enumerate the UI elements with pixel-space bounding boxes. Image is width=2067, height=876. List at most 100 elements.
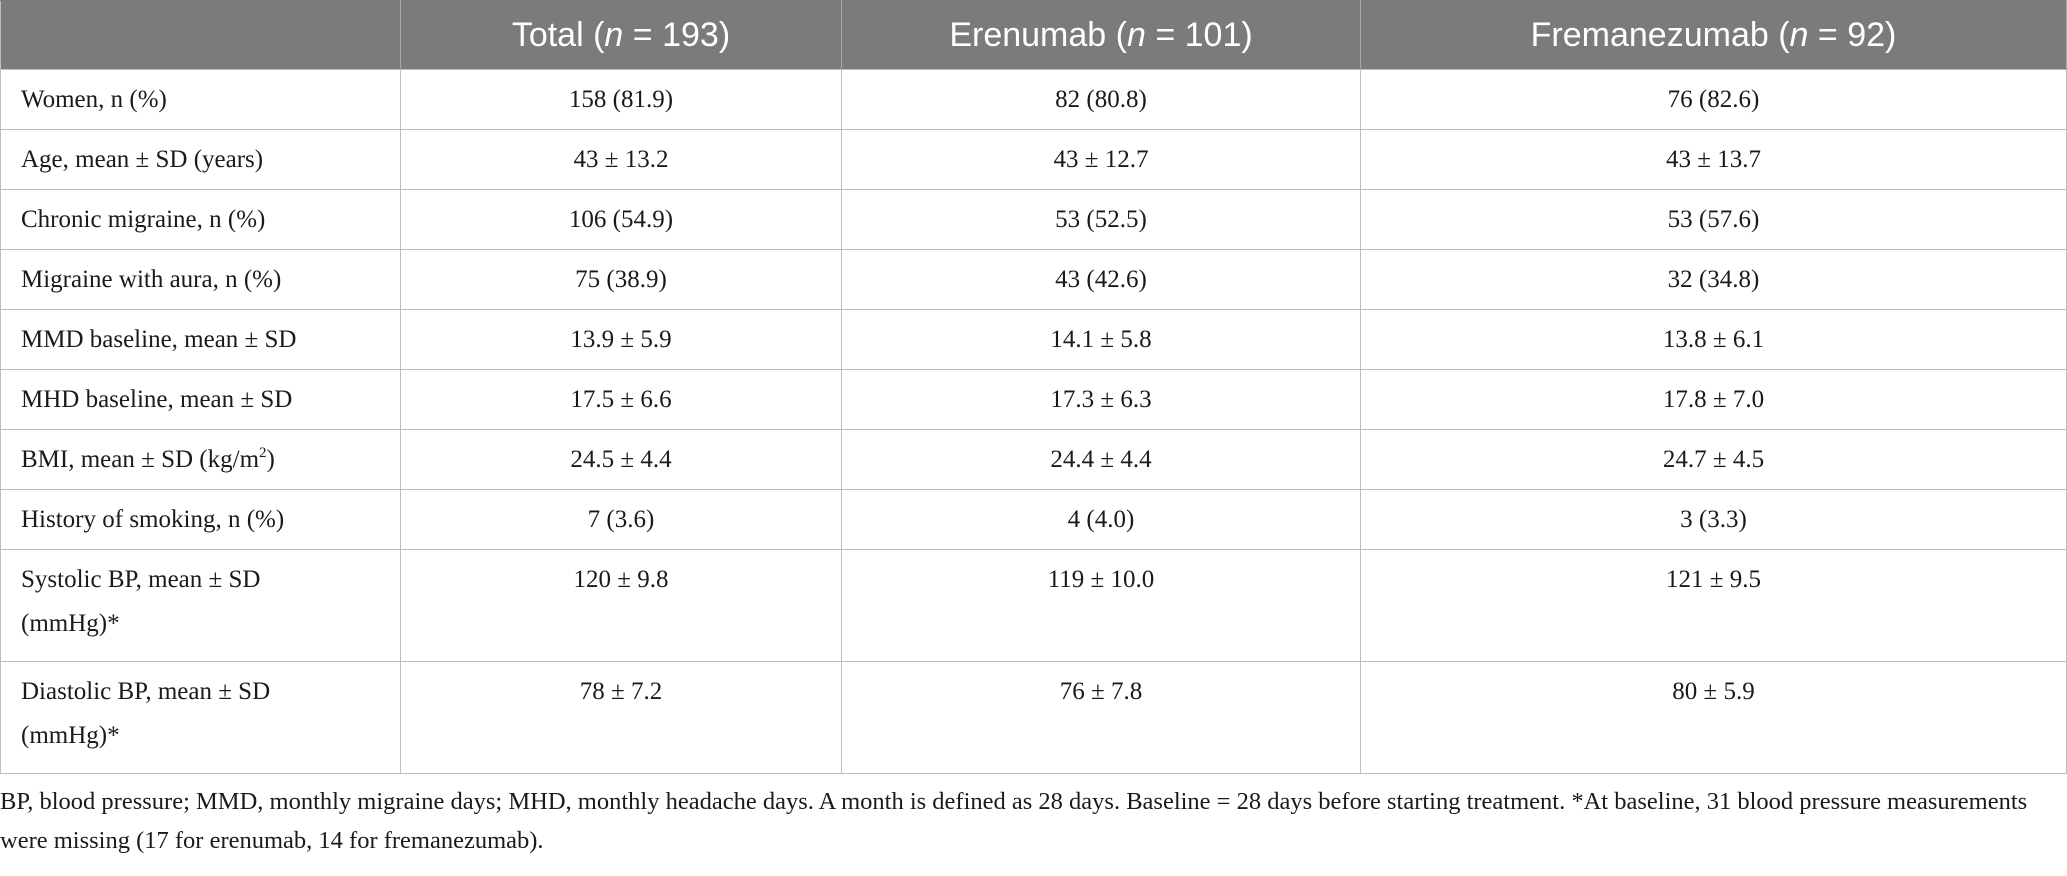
table-footnote: BP, blood pressure; MMD, monthly migrain… <box>0 788 2028 854</box>
cell-erenumab: 76 ± 7.8 <box>841 661 1361 774</box>
table-row: Systolic BP, mean ± SD (mmHg)* 120 ± 9.8 … <box>0 549 2067 662</box>
row-label: Migraine with aura, n (%) <box>0 249 401 310</box>
cell-total-value: 43 ± 13.2 <box>573 146 669 173</box>
cell-fremanezumab-value: 121 ± 9.5 <box>1666 566 1761 593</box>
row-label-line1: Systolic BP, mean ± SD <box>21 566 261 593</box>
cell-fremanezumab: 13.8 ± 6.1 <box>1360 309 2067 370</box>
cell-total-value: 17.5 ± 6.6 <box>570 386 672 413</box>
cell-total: 24.5 ± 4.4 <box>400 429 842 490</box>
cell-total-value: 13.9 ± 5.9 <box>570 326 672 353</box>
row-label-text: MHD baseline, mean ± SD <box>21 386 293 413</box>
cell-total: 43 ± 13.2 <box>400 129 842 190</box>
cell-erenumab: 119 ± 10.0 <box>841 549 1361 662</box>
cell-fremanezumab-value: 13.8 ± 6.1 <box>1662 326 1765 353</box>
cell-total-value: 78 ± 7.2 <box>579 678 663 705</box>
cell-erenumab-value: 53 (52.5) <box>1055 206 1147 233</box>
header-erenumab-n: n <box>1126 15 1146 54</box>
cell-fremanezumab: 17.8 ± 7.0 <box>1360 369 2067 430</box>
row-label-text: Migraine with aura, n (%) <box>21 266 282 293</box>
cell-fremanezumab: 32 (34.8) <box>1360 249 2067 310</box>
cell-erenumab: 82 (80.8) <box>841 69 1361 130</box>
row-label: Diastolic BP, mean ± SD (mmHg)* <box>0 661 401 774</box>
row-label: MHD baseline, mean ± SD <box>0 369 401 430</box>
header-empty-cell <box>0 0 401 70</box>
cell-total-value: 24.5 ± 4.4 <box>570 446 672 473</box>
cell-total: 75 (38.9) <box>400 249 842 310</box>
table-row: BMI, mean ± SD (kg/m2) 24.5 ± 4.4 24.4 ±… <box>0 429 2067 490</box>
cell-total-value: 75 (38.9) <box>575 266 667 293</box>
row-label: History of smoking, n (%) <box>0 489 401 550</box>
cell-erenumab-value: 76 ± 7.8 <box>1059 678 1143 705</box>
table-row: History of smoking, n (%) 7 (3.6) 4 (4.0… <box>0 489 2067 550</box>
table-row: MMD baseline, mean ± SD 13.9 ± 5.9 14.1 … <box>0 309 2067 370</box>
header-fremanezumab-n: n <box>1789 15 1809 54</box>
baseline-characteristics-table: Total (n = 193) Erenumab (n = 101) Frema… <box>0 0 2067 774</box>
row-label-bmi-superscript: 2 <box>259 445 267 461</box>
header-erenumab-post: = 101) <box>1145 15 1253 54</box>
cell-erenumab: 43 ± 12.7 <box>841 129 1361 190</box>
cell-total: 78 ± 7.2 <box>400 661 842 774</box>
cell-fremanezumab-value: 17.8 ± 7.0 <box>1662 386 1765 413</box>
cell-fremanezumab: 53 (57.6) <box>1360 189 2067 250</box>
cell-total: 158 (81.9) <box>400 69 842 130</box>
row-label: Chronic migraine, n (%) <box>0 189 401 250</box>
header-fremanezumab: Fremanezumab (n = 92) <box>1360 0 2067 70</box>
cell-fremanezumab-value: 76 (82.6) <box>1667 86 1760 113</box>
cell-total: 120 ± 9.8 <box>400 549 842 662</box>
row-label-line2: (mmHg)* <box>21 722 120 749</box>
cell-erenumab-value: 24.4 ± 4.4 <box>1050 446 1152 473</box>
row-label: Age, mean ± SD (years) <box>0 129 401 190</box>
cell-fremanezumab-value: 32 (34.8) <box>1667 266 1760 293</box>
cell-erenumab: 43 (42.6) <box>841 249 1361 310</box>
cell-total-value: 120 ± 9.8 <box>573 566 669 593</box>
cell-erenumab: 17.3 ± 6.3 <box>841 369 1361 430</box>
row-label-bmi-pre: BMI, mean ± SD (kg/m <box>21 446 260 473</box>
table-row: Migraine with aura, n (%) 75 (38.9) 43 (… <box>0 249 2067 310</box>
cell-fremanezumab-value: 24.7 ± 4.5 <box>1662 446 1765 473</box>
cell-fremanezumab-value: 3 (3.3) <box>1680 506 1747 533</box>
cell-fremanezumab: 80 ± 5.9 <box>1360 661 2067 774</box>
row-label: BMI, mean ± SD (kg/m2) <box>0 429 401 490</box>
header-total-pre: Total ( <box>511 15 605 54</box>
cell-fremanezumab: 43 ± 13.7 <box>1360 129 2067 190</box>
cell-fremanezumab: 3 (3.3) <box>1360 489 2067 550</box>
row-label-text: Systolic BP, mean ± SD (mmHg)* <box>21 550 400 646</box>
cell-erenumab: 53 (52.5) <box>841 189 1361 250</box>
cell-erenumab-value: 4 (4.0) <box>1067 506 1135 533</box>
cell-erenumab-value: 17.3 ± 6.3 <box>1050 386 1152 413</box>
cell-erenumab-value: 43 (42.6) <box>1055 266 1147 293</box>
cell-fremanezumab-value: 53 (57.6) <box>1667 206 1760 233</box>
header-fremanezumab-pre: Fremanezumab ( <box>1530 15 1790 54</box>
row-label-bmi-post: ) <box>266 446 275 473</box>
cell-erenumab: 24.4 ± 4.4 <box>841 429 1361 490</box>
row-label-text: MMD baseline, mean ± SD <box>21 326 297 353</box>
row-label-text: History of smoking, n (%) <box>21 506 285 533</box>
table-row: Diastolic BP, mean ± SD (mmHg)* 78 ± 7.2 … <box>0 661 2067 774</box>
cell-total: 17.5 ± 6.6 <box>400 369 842 430</box>
header-total: Total (n = 193) <box>400 0 842 70</box>
row-label: Women, n (%) <box>0 69 401 130</box>
row-label: MMD baseline, mean ± SD <box>0 309 401 370</box>
cell-total: 7 (3.6) <box>400 489 842 550</box>
row-label-line2: (mmHg)* <box>21 610 120 637</box>
cell-erenumab-value: 119 ± 10.0 <box>1047 566 1155 593</box>
cell-erenumab-value: 14.1 ± 5.8 <box>1050 326 1152 353</box>
row-label-text: Chronic migraine, n (%) <box>21 206 266 233</box>
cell-fremanezumab: 76 (82.6) <box>1360 69 2067 130</box>
row-label: Systolic BP, mean ± SD (mmHg)* <box>0 549 401 662</box>
header-fremanezumab-post: = 92) <box>1808 15 1897 54</box>
cell-erenumab-value: 43 ± 12.7 <box>1053 146 1149 173</box>
cell-fremanezumab: 121 ± 9.5 <box>1360 549 2067 662</box>
table-row: Age, mean ± SD (years) 43 ± 13.2 43 ± 12… <box>0 129 2067 190</box>
cell-fremanezumab-value: 80 ± 5.9 <box>1672 678 1755 705</box>
row-label-text: Women, n (%) <box>21 86 167 113</box>
cell-erenumab-value: 82 (80.8) <box>1055 86 1147 113</box>
cell-total-value: 158 (81.9) <box>568 86 674 113</box>
row-label-text: BMI, mean ± SD (kg/m2) <box>21 430 400 482</box>
cell-total-value: 106 (54.9) <box>568 206 674 233</box>
cell-total-value: 7 (3.6) <box>587 506 655 533</box>
row-label-line1: Diastolic BP, mean ± SD <box>21 678 271 705</box>
table-row: Chronic migraine, n (%) 106 (54.9) 53 (5… <box>0 189 2067 250</box>
row-label-text: Diastolic BP, mean ± SD (mmHg)* <box>21 662 400 758</box>
table-header-row: Total (n = 193) Erenumab (n = 101) Frema… <box>0 0 2067 70</box>
